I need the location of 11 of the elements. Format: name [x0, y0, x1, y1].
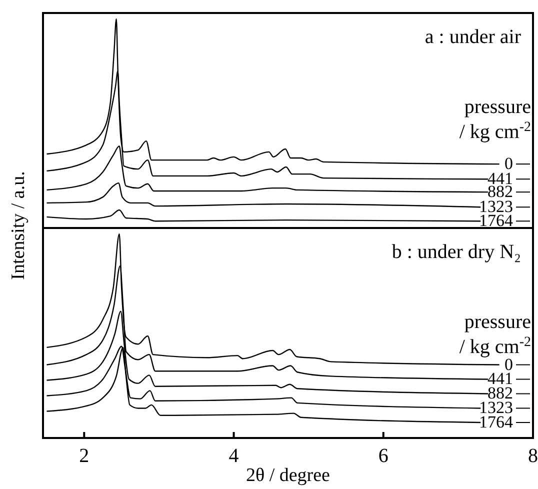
- legend-title: pressure / kg cm$^{-2}$: [459, 96, 532, 143]
- chart-title: b : under dry N₂: [392, 241, 521, 263]
- x-axis-title: 2θ / degree: [246, 465, 330, 486]
- legend-label: 0: [504, 154, 513, 174]
- y-axis-title: Intensity / a.u.: [8, 171, 29, 280]
- x-tick-label: 4: [228, 445, 239, 468]
- x-tick-label: 2: [79, 445, 90, 468]
- chart-title: a : under air: [424, 26, 522, 48]
- x-tick-label: 8: [528, 445, 538, 468]
- legend-label: 1764: [479, 211, 514, 230]
- x-tick-label: 6: [378, 445, 388, 468]
